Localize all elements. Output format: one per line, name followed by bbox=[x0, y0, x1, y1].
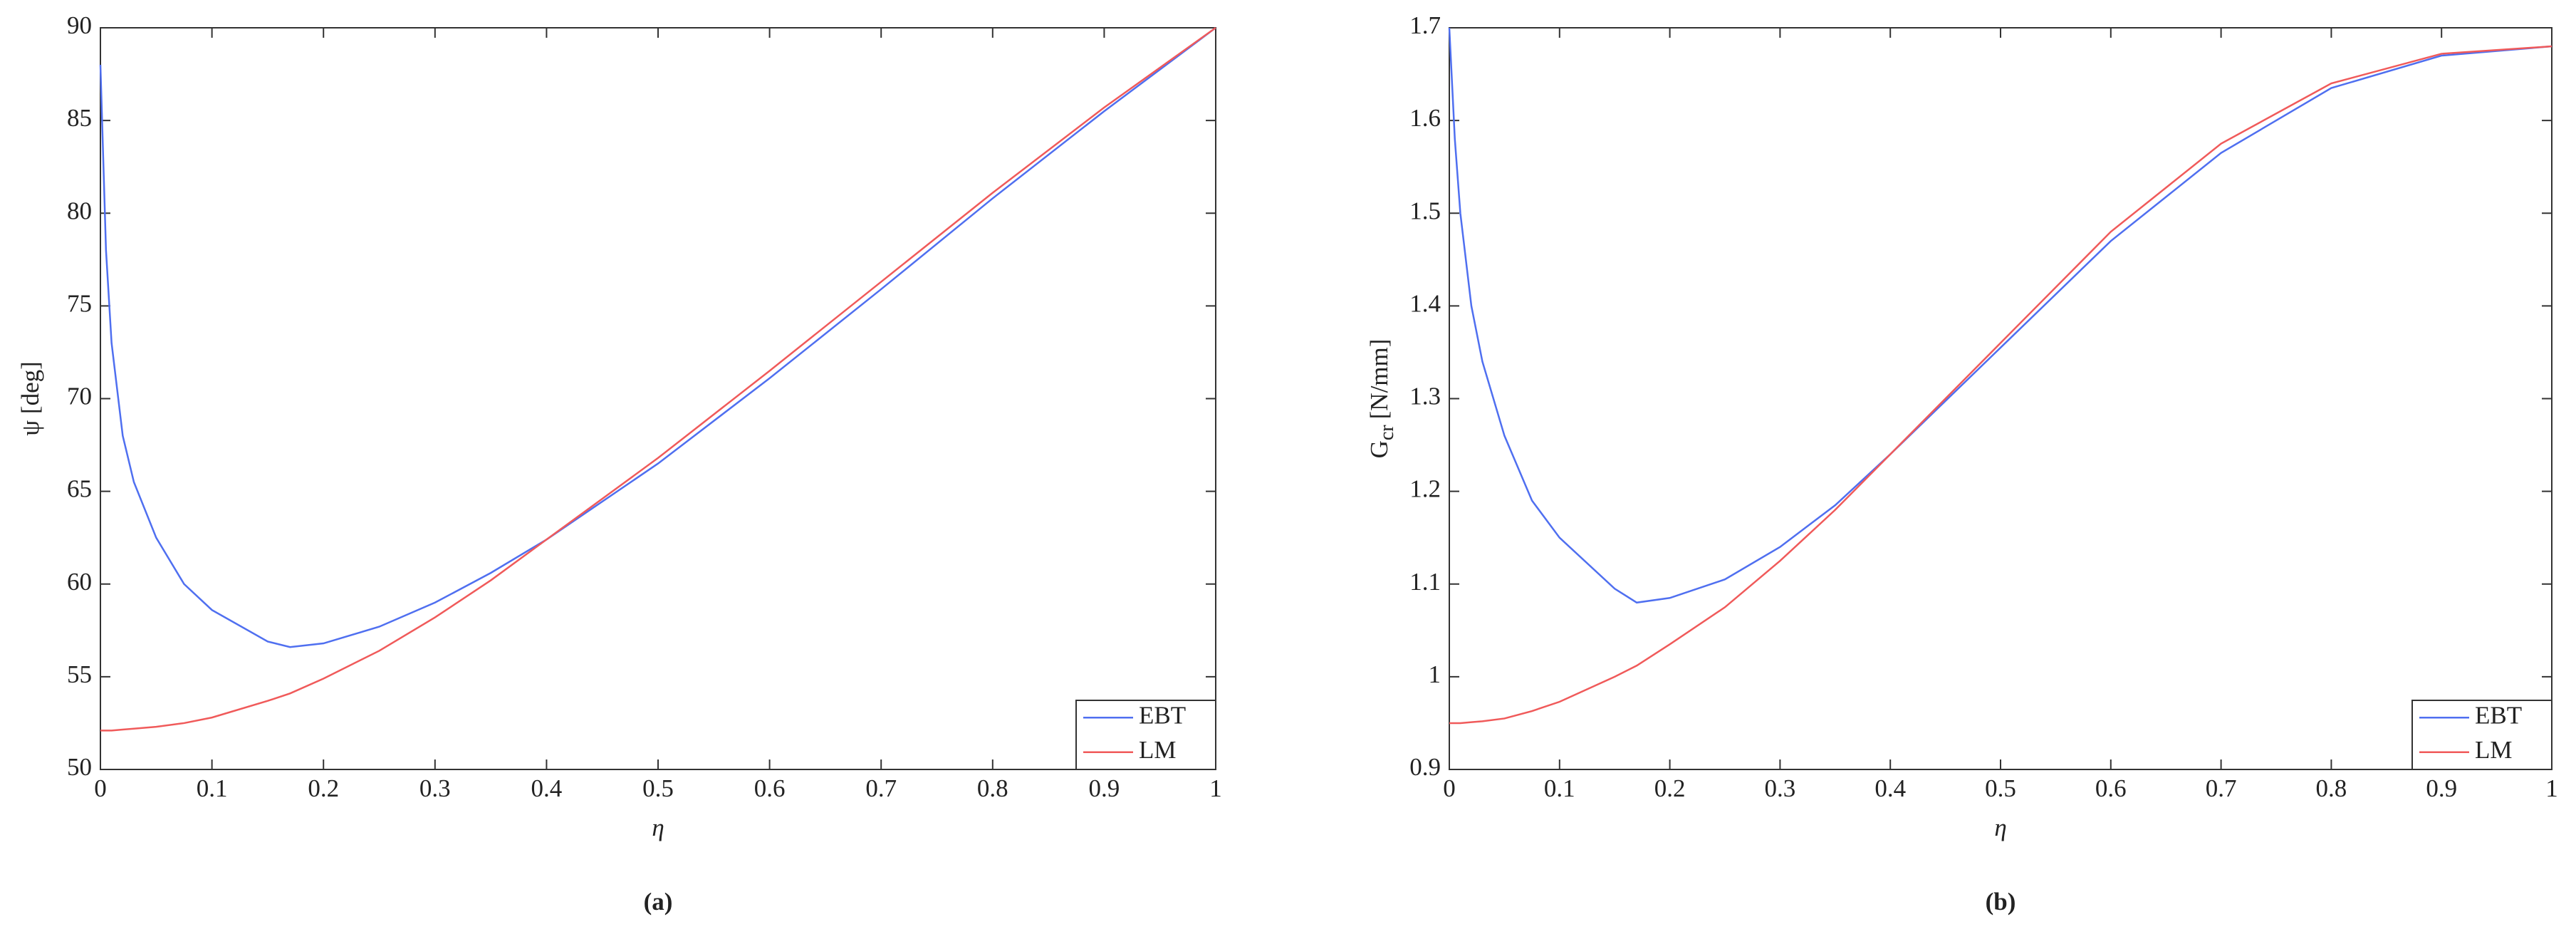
x-tick-label: 1 bbox=[1209, 774, 1222, 802]
y-tick-label: 90 bbox=[67, 11, 92, 39]
y-tick-label: 55 bbox=[67, 660, 92, 688]
x-tick-label: 0.4 bbox=[531, 774, 563, 802]
y-tick-label: 75 bbox=[67, 289, 92, 317]
x-tick-label: 0.3 bbox=[1765, 774, 1796, 802]
plot-frame bbox=[100, 27, 1216, 770]
y-tick-label: 1.5 bbox=[1409, 197, 1441, 224]
x-tick-label: 0.8 bbox=[2316, 774, 2347, 802]
y-tick-label: 1.1 bbox=[1409, 568, 1441, 596]
line-series bbox=[100, 26, 1216, 732]
x-tick-label: 0.6 bbox=[754, 774, 786, 802]
x-tick-label: 0.2 bbox=[308, 774, 339, 802]
x-axis-label: η bbox=[1994, 814, 2006, 841]
y-tick-label: 1.4 bbox=[1409, 289, 1441, 317]
legend-box bbox=[2411, 700, 2552, 770]
line-series bbox=[1448, 27, 2552, 604]
line-series bbox=[99, 26, 1216, 648]
plot-frame bbox=[1449, 27, 2552, 770]
y-tick-label: 1 bbox=[1429, 660, 1441, 688]
x-tick-label: 0.7 bbox=[2206, 774, 2237, 802]
legend-label: EBT bbox=[1139, 701, 1186, 729]
x-tick-label: 0.9 bbox=[1089, 774, 1120, 802]
x-tick-label: 1 bbox=[2545, 774, 2558, 802]
x-tick-label: 0.1 bbox=[197, 774, 228, 802]
x-tick-label: 0 bbox=[1443, 774, 1456, 802]
y-tick-label: 60 bbox=[67, 568, 92, 596]
x-tick-label: 0.5 bbox=[1985, 774, 2016, 802]
x-tick-label: 0.3 bbox=[419, 774, 451, 802]
x-tick-label: 0.6 bbox=[2095, 774, 2127, 802]
x-tick-label: 0.8 bbox=[977, 774, 1008, 802]
y-tick-label: 85 bbox=[67, 104, 92, 132]
x-tick-label: 0.9 bbox=[2426, 774, 2457, 802]
y-tick-label: 0.9 bbox=[1409, 753, 1441, 781]
x-tick-label: 0.1 bbox=[1544, 774, 1575, 802]
y-tick-label: 70 bbox=[67, 383, 92, 410]
x-tick-label: 0 bbox=[94, 774, 107, 802]
y-tick-label: 1.2 bbox=[1409, 475, 1441, 503]
y-tick-label: 1.3 bbox=[1409, 383, 1441, 410]
y-label-main: G bbox=[1365, 440, 1393, 458]
y-tick-label: 65 bbox=[67, 475, 92, 503]
x-tick-label: 0.2 bbox=[1654, 774, 1686, 802]
y-tick-label: 80 bbox=[67, 197, 92, 224]
x-tick-label: 0.4 bbox=[1874, 774, 1906, 802]
y-label-suffix: [N/mm] bbox=[1365, 339, 1393, 420]
x-axis-label: η bbox=[652, 814, 664, 841]
y-axis-label: Gcr [N/mm] bbox=[1365, 339, 1398, 459]
y-label-main: ψ [deg] bbox=[16, 361, 44, 436]
y-tick-label: 1.6 bbox=[1409, 104, 1441, 132]
legend-label: LM bbox=[1139, 736, 1177, 764]
panel-caption: (a) bbox=[644, 888, 673, 916]
legend-box bbox=[1075, 700, 1216, 770]
line-series bbox=[1449, 45, 2552, 725]
legend-label: EBT bbox=[2475, 701, 2522, 729]
legend-label: LM bbox=[2475, 736, 2513, 764]
y-tick-label: 1.7 bbox=[1409, 11, 1441, 39]
y-axis-label: ψ [deg] bbox=[16, 361, 44, 436]
panel-caption: (b) bbox=[1986, 888, 2016, 916]
y-tick-label: 50 bbox=[67, 753, 92, 781]
x-tick-label: 0.7 bbox=[865, 774, 897, 802]
x-tick-label: 0.5 bbox=[642, 774, 674, 802]
y-label-subscript: cr bbox=[1376, 425, 1398, 440]
